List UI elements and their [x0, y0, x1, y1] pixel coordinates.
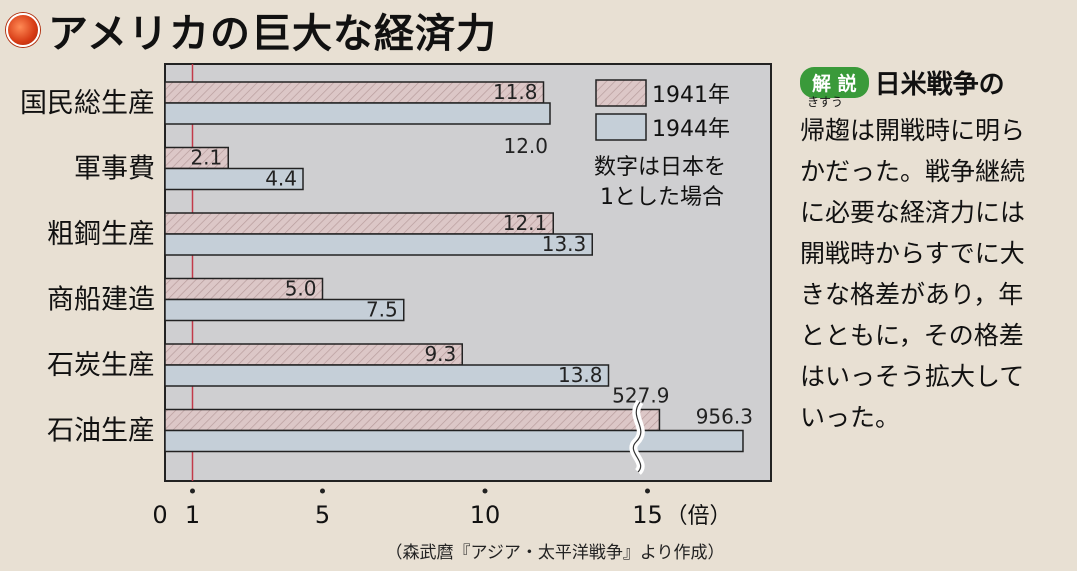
value-label: 7.5 — [366, 298, 398, 322]
legend-swatch-1944 — [595, 113, 647, 141]
category-label: 粗鋼生産 — [47, 219, 155, 250]
bar-1944 — [164, 102, 551, 125]
category-label: 石油生産 — [47, 416, 155, 447]
value-label: 12.1 — [503, 211, 548, 235]
bar-1944 — [164, 167, 304, 191]
explanation-line: きすう 帰趨 は開戦時に明ら — [800, 96, 1070, 151]
explanation-text-2: かだった。戦争継続 — [800, 157, 1026, 186]
explanation-text-6: とともに，その格差 — [800, 321, 1024, 350]
category-label: 国民総生産 — [20, 88, 155, 119]
explanation-heading: 日米戦争の — [874, 69, 1005, 100]
ruby-word: きすう 帰趨 — [800, 96, 851, 151]
tick-dot — [190, 488, 195, 494]
tick-dot — [482, 488, 488, 494]
bar-1944 — [164, 364, 610, 387]
value-label: 956.3 — [696, 405, 753, 429]
x-tick-label: 0 — [152, 501, 167, 529]
explanation-badge: 解 説 — [800, 66, 869, 98]
value-label: 13.3 — [542, 232, 587, 256]
bar-1941 — [164, 81, 545, 104]
page-title: アメリカの巨大な経済力 — [48, 11, 497, 57]
explanation-text-8: いった。 — [800, 403, 901, 432]
tick-dot — [645, 488, 650, 494]
legend-swatch-1941 — [595, 79, 647, 107]
value-label: 11.8 — [493, 80, 538, 104]
explanation-text-4: 開戦時からすでに大 — [800, 239, 1025, 268]
value-label: 4.4 — [265, 167, 297, 191]
category-label: 軍事費 — [74, 154, 155, 185]
explanation-panel: 解 説 日米戦争の きすう 帰趨 は開戦時に明ら かだった。戦争継続 に必要な経… — [800, 64, 1070, 438]
bar-1941 — [164, 408, 661, 432]
title-bullet-icon — [6, 13, 40, 47]
explanation-text-7: はいっそう拡大して — [800, 362, 1025, 391]
tick-dot — [320, 488, 325, 494]
axis-break-line — [632, 401, 642, 473]
explanation-text-5: きな格差があり，年 — [800, 280, 1024, 309]
value-label: 5.0 — [285, 277, 317, 301]
legend-label-1944: 1944年 — [652, 117, 730, 142]
value-label: 2.1 — [190, 146, 222, 170]
bar-1944 — [164, 298, 405, 322]
explanation-text-1: は開戦時に明ら — [850, 116, 1026, 145]
value-label: 9.3 — [424, 342, 456, 366]
explanation-text-3: に必要な経済力には — [800, 198, 1026, 227]
bar-1944 — [164, 429, 744, 453]
x-tick-label: 10 — [470, 501, 501, 529]
value-label: 12.0 — [503, 134, 548, 158]
value-label: 13.8 — [558, 363, 603, 387]
x-tick-label: 5 — [315, 501, 330, 529]
title-block: アメリカの巨大な経済力 — [6, 4, 497, 57]
source-note: （森武麿『アジア・太平洋戦争』より作成） — [386, 543, 725, 563]
ruby-base: 帰趨 — [800, 116, 851, 145]
legend-note: 数字は日本を — [594, 155, 726, 180]
category-label: 石炭生産 — [47, 350, 155, 381]
category-label: 商船建造 — [47, 285, 155, 316]
bar-1941 — [164, 343, 463, 366]
legend-label-1941: 1941年 — [652, 83, 730, 108]
x-tick-label: 15 — [632, 501, 663, 529]
x-unit-label: （倍） — [666, 504, 732, 529]
bar-1941 — [164, 212, 554, 235]
bar-1944 — [164, 233, 593, 256]
x-tick-label: 1 — [185, 501, 200, 529]
ruby-reading: きすう — [807, 95, 844, 109]
legend-note: 1とした場合 — [600, 185, 724, 210]
